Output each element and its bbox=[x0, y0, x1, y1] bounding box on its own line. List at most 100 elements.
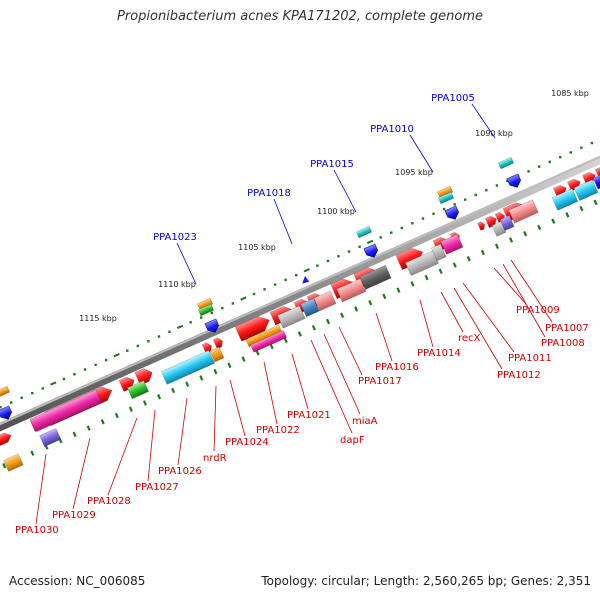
major-scale-tick bbox=[176, 324, 184, 330]
leader-line-PPA1018 bbox=[273, 198, 293, 245]
gene-block-orange bbox=[3, 453, 24, 472]
leader-line-PPA1007 bbox=[510, 259, 553, 323]
gene-block-cyan bbox=[573, 179, 599, 202]
gene-label-PPA1024: PPA1024 bbox=[225, 437, 269, 448]
lower-tick bbox=[128, 406, 133, 412]
minor-scale-tick bbox=[252, 292, 256, 296]
leader-line-PPA1014 bbox=[419, 299, 434, 348]
reverse-gene-marker-5 bbox=[0, 405, 12, 420]
leader-line-PPA1015 bbox=[333, 169, 357, 213]
leader-line-PPA1017 bbox=[338, 326, 363, 376]
leader-line-PPA1012 bbox=[453, 287, 503, 370]
major-scale-tick bbox=[113, 353, 120, 358]
leader-line-PPA1011 bbox=[462, 282, 515, 353]
lower-tick bbox=[537, 224, 542, 231]
accession-text: Accession: NC_006085 bbox=[9, 574, 146, 588]
kbp-label-1090-kbp: 1090 kbp bbox=[475, 129, 513, 138]
gene-label-PPA1010: PPA1010 bbox=[370, 124, 414, 135]
lower-tick bbox=[593, 199, 598, 206]
lower-tick bbox=[368, 299, 373, 306]
lower-tick bbox=[199, 375, 204, 381]
gene-block-grey bbox=[277, 305, 306, 329]
gene-label-PPA1030: PPA1030 bbox=[15, 525, 59, 536]
major-scale-tick bbox=[366, 239, 374, 245]
minor-scale-tick bbox=[474, 193, 477, 197]
leader-line-PPA1023 bbox=[176, 242, 197, 285]
kbp-scale-track: 1085 kbp 1090 kbp 1095 kbp 1100 kbp 1105 kbp… bbox=[0, 89, 594, 409]
lower-tick bbox=[171, 387, 176, 394]
gene-block-magenta bbox=[29, 389, 103, 433]
minor-scale-tick bbox=[358, 245, 361, 249]
gene-block-grey bbox=[405, 250, 439, 277]
minor-scale-tick bbox=[316, 264, 319, 267]
minor-scale-tick bbox=[273, 283, 277, 286]
lower-tick bbox=[297, 331, 302, 337]
upper-block-teal bbox=[355, 225, 373, 239]
kbp-label-1095-kbp: 1095 kbp bbox=[395, 168, 433, 177]
leader-line-PPA1027 bbox=[147, 409, 156, 482]
gene-block-blue bbox=[592, 173, 600, 190]
reverse-gene-marker-4 bbox=[506, 173, 521, 188]
gene-label-PPA1011: PPA1011 bbox=[508, 353, 552, 364]
lower-tick bbox=[72, 431, 77, 438]
kbp-label-1115-kbp: 1115 kbp bbox=[79, 314, 117, 323]
forward-gene-7 bbox=[212, 337, 223, 350]
gene-label-dapF: dapF bbox=[340, 435, 365, 446]
lower-tick bbox=[227, 362, 232, 369]
minor-scale-tick bbox=[147, 340, 150, 343]
lower-tick bbox=[354, 306, 359, 312]
small-reverse-gene-marker bbox=[302, 276, 310, 284]
minor-scale-tick bbox=[400, 226, 404, 230]
major-scale-tick bbox=[50, 381, 57, 386]
kbp-label-1085-kbp: 1085 kbp bbox=[551, 89, 589, 98]
minor-scale-tick bbox=[453, 203, 456, 206]
gene-label-PPA1012: PPA1012 bbox=[497, 370, 541, 381]
gene-label-PPA1023: PPA1023 bbox=[153, 232, 197, 243]
minor-scale-tick bbox=[189, 321, 192, 324]
minor-scale-tick bbox=[221, 306, 224, 310]
leader-line-PPA1021 bbox=[291, 353, 309, 410]
upper-block-orange bbox=[0, 385, 11, 399]
leader-line-PPA1028 bbox=[107, 417, 138, 496]
lower-tick bbox=[86, 425, 91, 431]
lower-tick bbox=[523, 230, 528, 237]
lower-tick bbox=[551, 218, 556, 224]
gene-block-pink bbox=[336, 278, 367, 303]
forward-gene-8 bbox=[234, 316, 270, 342]
minor-scale-tick bbox=[537, 165, 541, 168]
minor-scale-tick bbox=[210, 311, 213, 315]
lower-tick bbox=[382, 293, 387, 300]
gene-block-steel bbox=[300, 297, 320, 318]
minor-scale-tick bbox=[136, 344, 140, 348]
lower-tick bbox=[100, 419, 105, 425]
minor-scale-tick bbox=[559, 155, 562, 159]
gene-block-cyan bbox=[160, 350, 215, 385]
lower-tick bbox=[494, 243, 499, 249]
gene-label-PPA1005: PPA1005 bbox=[431, 93, 475, 104]
minor-scale-tick bbox=[464, 198, 467, 201]
lower-tick bbox=[340, 312, 345, 318]
lower-tick bbox=[565, 212, 570, 218]
lower-tick bbox=[30, 450, 35, 456]
upper-block-green bbox=[197, 303, 215, 317]
lower-tick bbox=[480, 249, 485, 256]
lower-tick bbox=[269, 343, 274, 350]
minor-scale-tick bbox=[548, 160, 551, 164]
minor-scale-tick bbox=[41, 387, 44, 390]
minor-scale-tick bbox=[326, 259, 330, 263]
minor-scale-tick bbox=[20, 396, 23, 400]
minor-scale-tick bbox=[94, 363, 97, 367]
reverse-gene-marker-3 bbox=[444, 205, 459, 220]
minor-scale-tick bbox=[337, 255, 340, 258]
minor-scale-tick bbox=[495, 184, 499, 187]
lower-tick bbox=[410, 281, 415, 287]
minor-scale-tick bbox=[231, 302, 235, 305]
gene-block-grey bbox=[430, 243, 447, 262]
reverse-gene-marker-2 bbox=[363, 243, 378, 258]
lower-tick bbox=[213, 368, 218, 375]
minor-scale-tick bbox=[580, 146, 583, 149]
gene-label-PPA1008: PPA1008 bbox=[541, 338, 585, 349]
gene-block-grey bbox=[491, 220, 507, 237]
lower-tick bbox=[185, 381, 190, 387]
